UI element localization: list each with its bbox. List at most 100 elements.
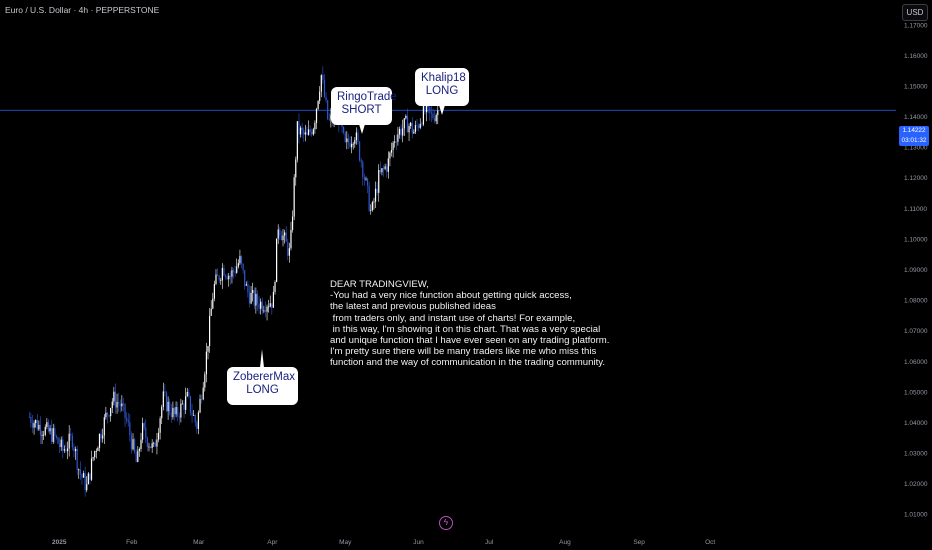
candle-body (185, 396, 187, 410)
candle-body (35, 420, 37, 424)
time-tick-label: Apr (267, 539, 278, 546)
candle-body (161, 406, 163, 419)
last-price-tag: 1.14222 03:01:32 (899, 126, 929, 146)
candle-body (405, 115, 407, 119)
candle-body (143, 423, 145, 428)
candle-body (252, 290, 254, 293)
price-tick-label: 1.14000 (904, 114, 928, 121)
candle-body (180, 403, 182, 418)
candle-body (201, 398, 203, 400)
candle-body (193, 414, 195, 416)
candle-body (102, 435, 104, 439)
candle-body (320, 75, 322, 92)
candle-body (256, 293, 259, 304)
candle-body (188, 392, 190, 397)
candle-body (304, 132, 306, 135)
time-tick-label: Jun (413, 539, 424, 546)
candle-body (209, 315, 211, 346)
candle-body (154, 442, 156, 447)
note-line: I'm pretty sure there will be many trade… (330, 346, 597, 358)
candle-body (352, 143, 354, 145)
candle-body (384, 166, 386, 169)
time-tick-label: 2025 (52, 539, 67, 546)
price-tick-label: 1.04000 (904, 420, 928, 427)
candle-body (46, 422, 48, 427)
candle-body (221, 267, 223, 281)
candle-body (111, 401, 113, 409)
candle-body (129, 422, 131, 435)
callout-khalip18[interactable]: Khalip18 LONG (415, 68, 469, 115)
candle-body (306, 132, 308, 135)
candle-body (204, 374, 206, 388)
candle-body (362, 162, 364, 178)
candle-body (218, 275, 220, 281)
candle-body (141, 423, 144, 440)
candle-body (303, 130, 305, 135)
candle-body (215, 274, 217, 284)
candle-body (60, 439, 62, 448)
candle-body (151, 443, 153, 448)
candle-body (153, 442, 155, 444)
note-line: DEAR TRADINGVIEW, (330, 279, 429, 290)
candle-body (33, 423, 35, 428)
candle-body (110, 408, 112, 417)
currency-button[interactable]: USD (902, 4, 928, 21)
candle-body (134, 439, 136, 453)
candle-body (378, 170, 380, 193)
candle-body (358, 141, 361, 161)
callout-ringotrade[interactable]: RingoTrade SHORT (331, 87, 397, 134)
candle-body (124, 403, 126, 419)
candle-body (323, 79, 326, 97)
candle-body (307, 129, 310, 135)
candle-body (387, 158, 389, 172)
candle-body (382, 168, 385, 169)
candle-body (191, 412, 193, 416)
candle-body (100, 434, 102, 439)
candle-body (62, 439, 64, 451)
bar-countdown: 03:01:32 (901, 137, 927, 144)
candle-body (78, 469, 80, 471)
candle-body (118, 401, 120, 405)
candle-body (44, 426, 46, 435)
candle-body (135, 452, 137, 462)
candle-body (212, 298, 214, 309)
lightning-icon[interactable]: ϟ (439, 516, 453, 530)
candle-body (397, 134, 399, 142)
candle-body (392, 142, 394, 150)
candle-body (52, 428, 54, 442)
candle-body (228, 275, 230, 280)
candle-body (416, 125, 418, 127)
candle-body (386, 166, 388, 172)
time-tick-label: Mar (193, 539, 205, 546)
candle-body (138, 449, 140, 451)
callout-zoberermax[interactable]: ZobererMax LONG (227, 349, 298, 405)
candle-body (145, 427, 147, 438)
candle-body (232, 270, 235, 272)
candle-body (330, 114, 332, 120)
price-tick-label: 1.17000 (904, 22, 928, 29)
candle-body (314, 122, 316, 130)
candle-body (149, 446, 152, 448)
candle-body (43, 434, 45, 436)
price-axis: 1.17000 1.16000 1.15000 1.14000 1.13000 1.120… (904, 22, 928, 518)
candle-body (374, 188, 377, 202)
candle-body (311, 131, 313, 135)
candle-body (30, 416, 32, 424)
candle-body (126, 418, 128, 421)
callout-direction: LONG (425, 85, 459, 97)
candle-body (226, 276, 228, 280)
candle-body (82, 473, 85, 478)
note-line: and unique function that I have ever see… (330, 335, 610, 347)
price-tick-label: 1.05000 (904, 389, 928, 396)
callout-author: ZobererMax (233, 371, 295, 383)
note-line: function and the way of communication in… (330, 357, 605, 369)
candle-body (140, 439, 142, 450)
candle-body (54, 428, 56, 436)
time-tick-label: Jul (485, 539, 494, 546)
candle-body (277, 229, 279, 239)
candle-body (381, 168, 383, 173)
price-tick-label: 1.16000 (904, 53, 928, 60)
candle-body (220, 280, 222, 282)
candle-body (421, 123, 423, 125)
